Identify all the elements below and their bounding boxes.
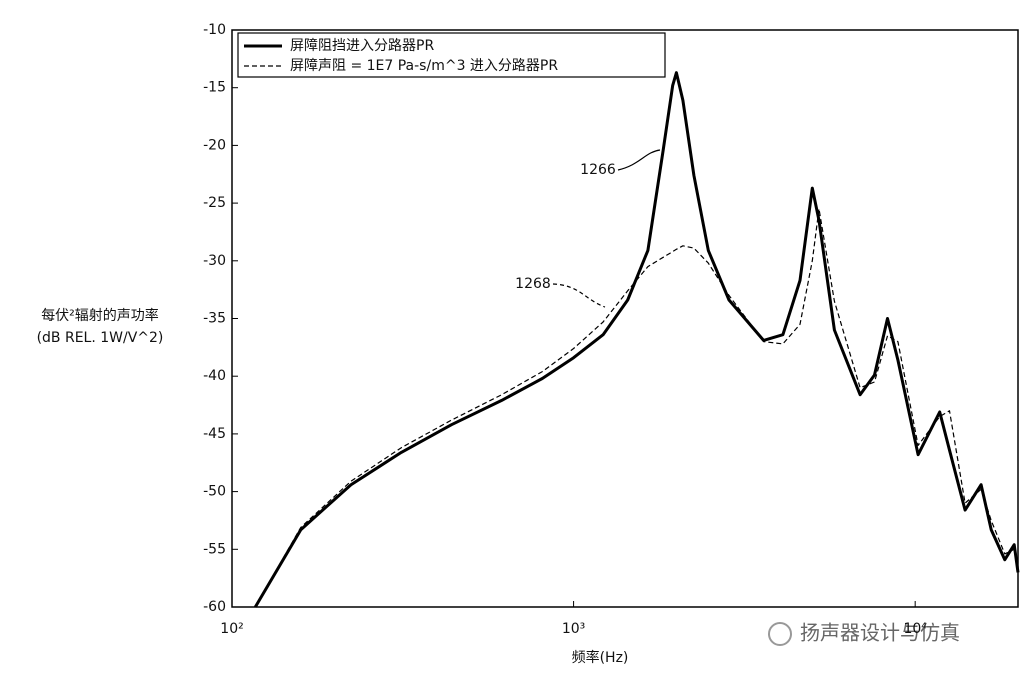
y-tick-label: -60 [203, 599, 226, 615]
annotation: 1266 [580, 162, 616, 178]
y-tick-label: -55 [203, 541, 226, 557]
series-line [254, 71, 1020, 608]
y-tick-label: -30 [203, 253, 226, 269]
y-tick-label: -50 [203, 484, 226, 500]
series-line [254, 208, 1019, 608]
y-tick-label: -40 [203, 368, 226, 384]
legend-label: 屏障声阻 = 1E7 Pa-s/m^3 进入分路器PR [290, 58, 558, 74]
y-tick-label: -15 [203, 80, 226, 96]
y-tick-label: -10 [203, 22, 226, 38]
watermark-icon [768, 622, 792, 646]
watermark: 扬声器设计与仿真 [800, 621, 960, 645]
leader-line [617, 149, 661, 171]
annotation: 1268 [515, 276, 551, 292]
plot-frame [231, 29, 1019, 608]
leader-line [552, 283, 606, 308]
y-tick-label: -35 [203, 311, 226, 327]
y-tick-label: -20 [203, 137, 226, 153]
legend [237, 32, 666, 78]
legend-label: 屏障阻挡进入分路器PR [290, 38, 434, 54]
x-tick-label: 10³ [562, 621, 585, 637]
x-label: 频率(Hz) [572, 649, 629, 666]
y-tick-label: -45 [203, 426, 226, 442]
y-label: 每伏²辐射的声功率 [41, 307, 159, 324]
y-label: (dB REL. 1W/V^2) [37, 330, 164, 346]
y-tick-label: -25 [203, 195, 226, 211]
x-tick-label: 10² [220, 621, 243, 637]
x-tick-label: 10⁴ [903, 621, 927, 637]
